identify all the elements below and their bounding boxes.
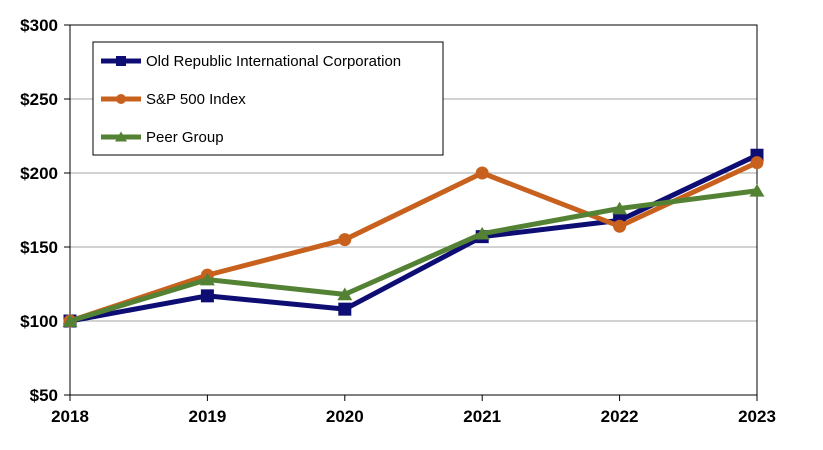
legend-label: S&P 500 Index xyxy=(146,91,246,108)
series-peer-group xyxy=(62,183,765,327)
data-point-s-p-500-index-2022 xyxy=(613,219,627,233)
x-tick-label: 2022 xyxy=(601,407,639,426)
legend-swatch-marker xyxy=(116,56,126,66)
plot-area-frame xyxy=(69,24,758,396)
data-point-old-republic-international-corporation-2019 xyxy=(200,289,214,303)
y-tick-label: $100 xyxy=(20,312,58,331)
data-point-peer-group-2020 xyxy=(337,287,353,301)
series-line-s-p-500-index xyxy=(69,160,759,324)
data-point-s-p-500-index-2021 xyxy=(475,166,489,180)
data-point-s-p-500-index-2023 xyxy=(750,156,764,170)
series-line-peer-group xyxy=(69,188,758,324)
x-tick-label: 2019 xyxy=(188,407,226,426)
legend-swatch-marker xyxy=(116,94,126,104)
series-lines xyxy=(62,148,765,328)
x-axis-ticks: 2018 2019 2020 2021 2022 2023 xyxy=(51,395,776,426)
legend-label: Peer Group xyxy=(146,129,224,146)
data-point-peer-group-2022 xyxy=(612,201,628,215)
data-point-old-republic-international-corporation-2020 xyxy=(338,302,352,316)
series-old-republic-international-corporation xyxy=(63,148,764,328)
legend-entry-peer-group: Peer Group xyxy=(101,129,224,146)
legend-box xyxy=(92,41,444,156)
y-tick-label: $50 xyxy=(30,386,58,405)
data-point-peer-group-2018 xyxy=(62,314,78,327)
x-tick-label: 2018 xyxy=(51,407,89,426)
data-point-peer-group-2019 xyxy=(199,272,215,286)
x-tick-label: 2021 xyxy=(463,407,501,426)
data-point-peer-group-2021 xyxy=(474,226,490,240)
legend: Old Republic International Corporation S&… xyxy=(92,41,444,156)
data-point-s-p-500-index-2020 xyxy=(338,233,352,247)
y-tick-label: $150 xyxy=(20,238,58,257)
y-tick-label: $300 xyxy=(20,16,58,35)
legend-entry-old-republic-international-corporation: Old Republic International Corporation xyxy=(101,53,401,70)
x-tick-label: 2020 xyxy=(326,407,364,426)
series-line-old-republic-international-corporation xyxy=(69,152,759,324)
x-tick-label: 2023 xyxy=(738,407,776,426)
y-tick-label: $200 xyxy=(20,164,58,183)
y-tick-label: $250 xyxy=(20,90,58,109)
legend-swatch-marker xyxy=(115,131,127,142)
y-axis-ticks: $50 $100 $150 $200 $250 $300 xyxy=(20,16,70,405)
legend-entry-s-p-500-index: S&P 500 Index xyxy=(101,91,246,108)
data-point-peer-group-2023 xyxy=(749,183,765,197)
legend-label: Old Republic International Corporation xyxy=(146,53,401,70)
